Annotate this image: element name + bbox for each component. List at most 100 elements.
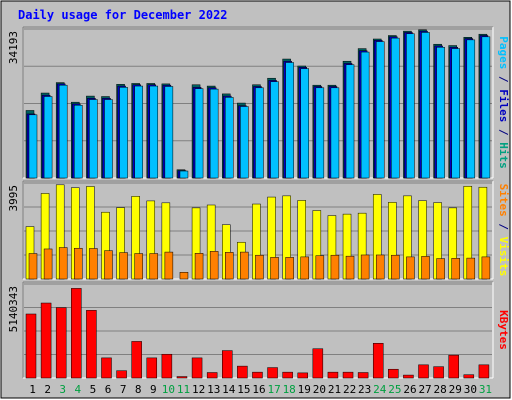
bar-kbytes [327,371,339,379]
bar-sites [194,253,204,280]
bar-kbytes [237,365,248,379]
bar-sites [315,255,325,280]
bar-kbytes [418,364,429,379]
y-axis-max-label: 3995 [7,185,20,212]
x-tick-label: 15 [237,383,250,396]
x-tick-label: 1 [29,383,36,396]
bar-kbytes [25,313,37,379]
bar-sites [375,254,385,280]
bar-kbytes [131,341,142,379]
x-tick-label: 22 [343,383,356,396]
x-tick-label: 31 [479,383,492,396]
bar-kbytes [146,357,158,379]
x-tick-label: 26 [403,383,416,396]
bar-pages [300,68,309,179]
bar-sites [255,254,264,280]
bar-kbytes [86,310,97,379]
bar-sites [436,258,445,280]
x-tick-label: 27 [418,383,431,396]
bar-sites [179,272,189,280]
x-tick-label: 5 [90,383,97,396]
legend-entry: Sites [497,184,510,217]
legend-entry: / [497,69,510,89]
x-tick-label: 24 [373,383,387,396]
bar-pages [451,48,460,179]
bar-sites [285,257,294,280]
bar-pages [179,170,189,179]
x-tick-label: 29 [449,383,462,396]
x-tick-label: 13 [207,383,220,396]
bar-sites [451,258,460,280]
bar-sites [345,255,355,280]
x-tick-label: 4 [75,383,82,396]
bar-sites [164,251,174,280]
bar-sites [466,257,476,280]
bar-kbytes [297,372,308,379]
bar-pages [406,33,415,179]
legend-entry: Files [497,89,510,122]
x-tick-label: 18 [283,383,296,396]
legend: Pages / Files / Hits [497,36,510,169]
bar-kbytes [342,371,354,379]
bar-pages [270,81,279,179]
bar-kbytes [161,353,173,379]
x-tick-label: 11 [177,383,190,396]
bar-pages [209,88,219,179]
legend-entry: Pages [497,36,510,69]
bar-pages [315,87,325,179]
legend-entry: / [497,217,510,237]
bar-kbytes [357,372,369,379]
x-tick-label: 30 [464,383,477,396]
legend-entry: / [497,122,510,142]
x-tick-label: 28 [434,383,447,396]
bar-pages [330,87,340,179]
legend: Sites / Visits [497,184,510,277]
bar-kbytes [206,372,218,379]
x-tick-label: 2 [44,383,51,396]
bar-kbytes [282,371,293,379]
x-tick-label: 12 [192,383,205,396]
x-tick-label: 20 [313,383,326,396]
bar-pages [375,41,385,179]
bar-pages [345,64,355,179]
bar-kbytes [463,374,475,379]
bar-sites [360,254,370,280]
x-tick-label: 23 [358,383,371,396]
x-tick-label: 9 [150,383,157,396]
bar-pages [28,114,38,179]
bar-kbytes [252,371,263,379]
bar-pages [421,32,430,179]
bar-pages [285,62,294,179]
bar-kbytes [312,348,324,379]
x-tick-label: 7 [120,383,127,396]
chart-title: Daily usage for December 2022 [18,8,228,22]
bar-kbytes [403,374,414,379]
bar-pages [104,99,113,179]
bar-sites [300,256,309,280]
bar-pages [74,104,83,179]
bar-sites [240,251,249,280]
x-tick-label: 6 [105,383,112,396]
bar-kbytes [222,350,233,379]
bar-sites [391,254,400,280]
legend-entry: Visits [497,237,510,277]
bar-kbytes [372,343,384,379]
bar-kbytes [448,354,459,379]
bar-kbytes [191,357,203,379]
bar-sites [225,252,234,280]
bar-kbytes [433,366,444,379]
bar-sites [406,256,415,280]
bar-pages [134,85,143,179]
bar-pages [43,96,53,179]
x-tick-label: 10 [162,383,175,396]
bar-sites [421,256,430,280]
x-tick-label: 21 [328,383,341,396]
bar-sites [481,256,491,280]
bar-kbytes [388,368,399,379]
bar-kbytes [71,288,82,379]
bar-sites [28,253,38,280]
bar-sites [58,247,68,280]
x-axis-day-labels: 1 2 3 4 5 6 7 8 9 10 11 12 13 14 15 16 17 18 19 20 21 22 23 24 2… [29,383,492,396]
x-tick-label: 17 [267,383,280,396]
legend-entry: KBytes [497,310,510,350]
